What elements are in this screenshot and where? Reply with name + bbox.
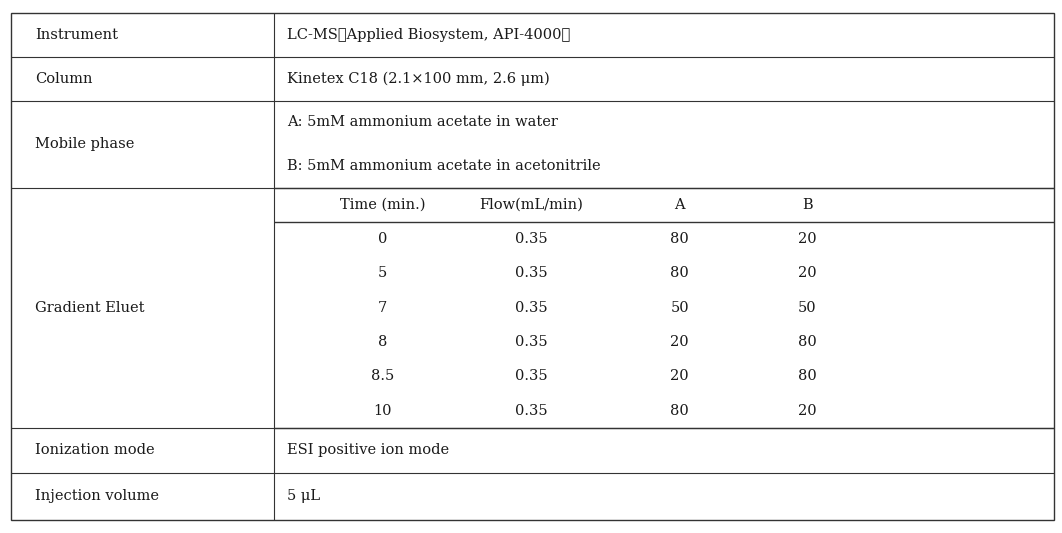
- Text: Time (min.): Time (min.): [340, 198, 425, 212]
- Text: A: 5mM ammonium acetate in water: A: 5mM ammonium acetate in water: [287, 116, 558, 130]
- Text: 50: 50: [670, 301, 689, 315]
- Text: 0.35: 0.35: [515, 232, 547, 246]
- Text: 5 μL: 5 μL: [287, 489, 320, 503]
- Text: 80: 80: [670, 232, 689, 246]
- Text: 80: 80: [670, 404, 689, 418]
- Text: 20: 20: [670, 369, 689, 383]
- Text: 8: 8: [378, 335, 387, 349]
- Text: 0: 0: [378, 232, 387, 246]
- Text: 0.35: 0.35: [515, 335, 547, 349]
- Text: A: A: [674, 198, 685, 212]
- Text: B: B: [802, 198, 812, 212]
- Text: 20: 20: [798, 266, 817, 280]
- Text: 8.5: 8.5: [371, 369, 394, 383]
- Text: 0.35: 0.35: [515, 266, 547, 280]
- Text: Mobile phase: Mobile phase: [35, 137, 135, 151]
- Text: 20: 20: [798, 232, 817, 246]
- Text: Column: Column: [35, 72, 92, 86]
- Text: B: 5mM ammonium acetate in acetonitrile: B: 5mM ammonium acetate in acetonitrile: [287, 159, 600, 173]
- Text: 80: 80: [670, 266, 689, 280]
- Text: 80: 80: [798, 369, 817, 383]
- Text: ESI positive ion mode: ESI positive ion mode: [287, 443, 449, 457]
- Text: 80: 80: [798, 335, 817, 349]
- Text: 0.35: 0.35: [515, 301, 547, 315]
- Text: 20: 20: [798, 404, 817, 418]
- Text: 10: 10: [373, 404, 392, 418]
- Text: Injection volume: Injection volume: [35, 489, 159, 503]
- Text: 0.35: 0.35: [515, 404, 547, 418]
- Text: Gradient Eluet: Gradient Eluet: [35, 301, 144, 315]
- Text: 50: 50: [798, 301, 817, 315]
- Text: Flow(mL/min): Flow(mL/min): [479, 198, 583, 212]
- Text: Instrument: Instrument: [35, 28, 118, 42]
- Text: 7: 7: [378, 301, 387, 315]
- Text: Kinetex C18 (2.1×100 mm, 2.6 μm): Kinetex C18 (2.1×100 mm, 2.6 μm): [287, 72, 549, 86]
- Text: Ionization mode: Ionization mode: [35, 443, 155, 457]
- Text: 0.35: 0.35: [515, 369, 547, 383]
- Text: 5: 5: [378, 266, 387, 280]
- Text: 20: 20: [670, 335, 689, 349]
- Text: LC-MS（Applied Biosystem, API-4000）: LC-MS（Applied Biosystem, API-4000）: [287, 28, 570, 42]
